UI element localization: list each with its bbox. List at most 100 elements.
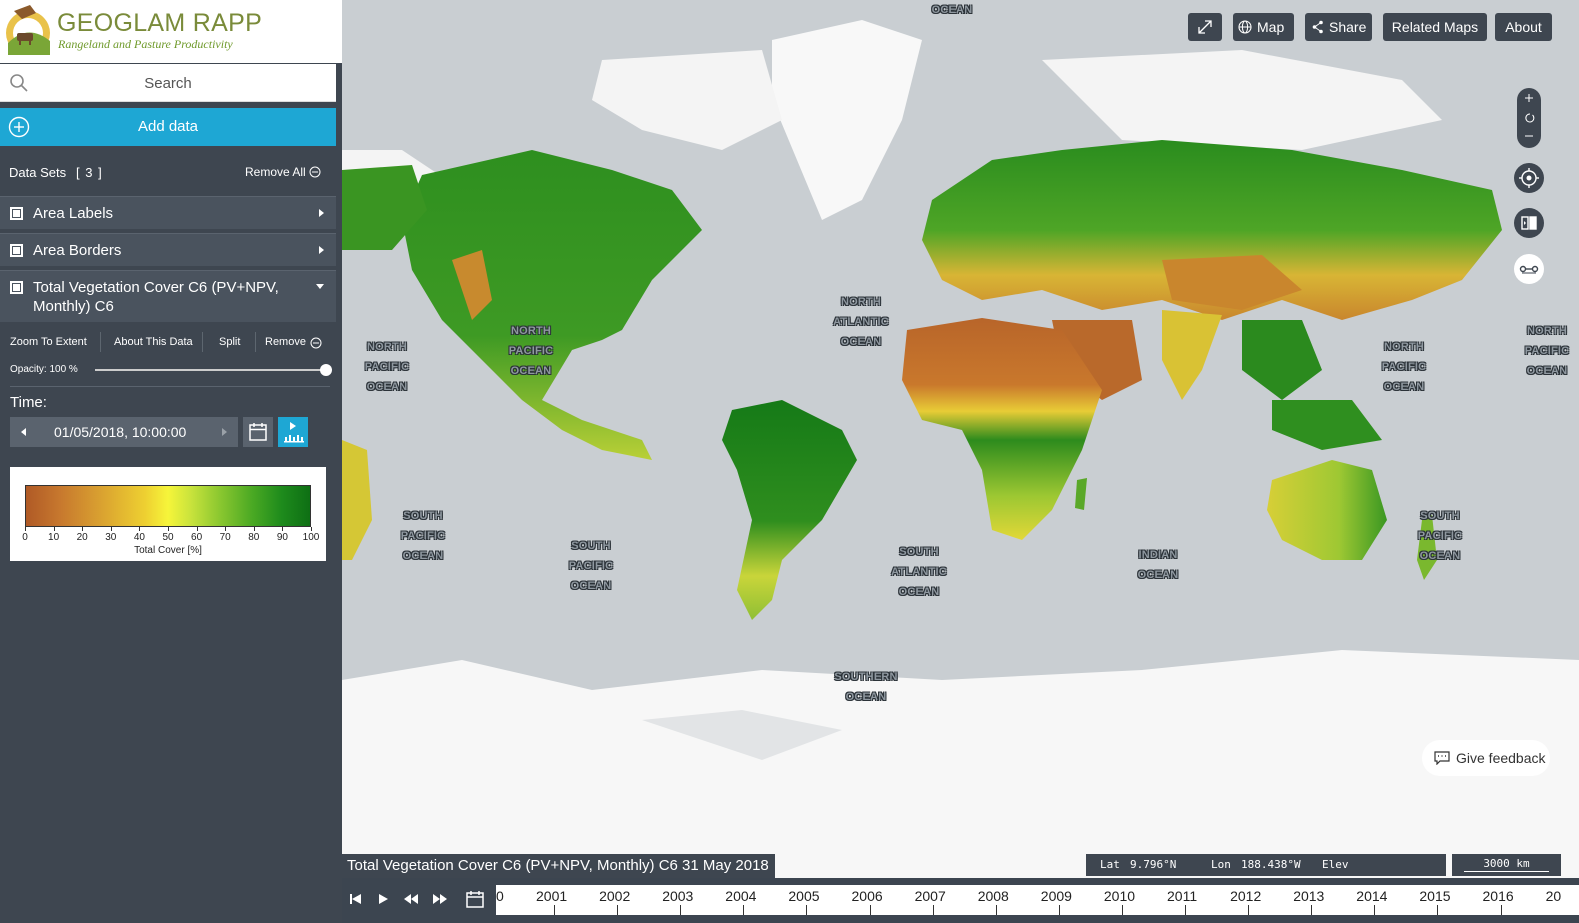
- zoom-reset-icon[interactable]: [1517, 108, 1541, 128]
- zoom-in-icon[interactable]: [1517, 88, 1541, 108]
- minus-circle-icon[interactable]: [309, 166, 321, 178]
- dataset-checkbox[interactable]: [10, 244, 23, 257]
- measure-tool-button[interactable]: [1514, 254, 1544, 284]
- map-view[interactable]: OCEAN NORTH PACIFIC OCEAN NORTH PACIFIC …: [342, 0, 1579, 878]
- split-button[interactable]: Split: [219, 336, 241, 348]
- legend-tick: [168, 527, 169, 531]
- madagascar: [1075, 478, 1087, 510]
- play-icon[interactable]: [372, 888, 394, 910]
- timeline-year-label: 2009: [1040, 888, 1072, 904]
- legend-tick-label: 50: [162, 532, 174, 543]
- zoom-control-icons: [1525, 94, 1535, 137]
- search-input[interactable]: [0, 64, 336, 102]
- about-button[interactable]: About: [1495, 13, 1552, 41]
- central-asia-dry: [1162, 255, 1302, 310]
- related-maps-button[interactable]: Related Maps: [1383, 13, 1487, 41]
- legend-tick: [196, 527, 198, 531]
- zoom-to-extent-button[interactable]: Zoom To Extent: [10, 336, 87, 348]
- fullscreen-button[interactable]: [1188, 13, 1222, 41]
- timeline-year-label: 20: [1545, 888, 1562, 904]
- share-button[interactable]: Share: [1305, 13, 1372, 41]
- map-settings-button[interactable]: Map: [1233, 13, 1294, 41]
- greenland: [772, 20, 922, 220]
- southeast-asia: [1242, 320, 1322, 400]
- remove-all-button[interactable]: Remove All: [245, 165, 306, 179]
- calendar-icon[interactable]: [464, 888, 486, 910]
- crosshair-icon: [1519, 168, 1539, 188]
- timeline-tick: [617, 905, 619, 915]
- calendar-button[interactable]: [243, 417, 273, 447]
- add-data-label: Add data: [137, 118, 199, 135]
- timeline-tick: [1311, 905, 1313, 915]
- legend-tick: [25, 527, 26, 531]
- dataset-row-area-borders[interactable]: Area Borders: [0, 233, 336, 266]
- new-zealand: [1417, 515, 1437, 580]
- time-previous-button[interactable]: [10, 417, 38, 447]
- lon-label: Lon: [1211, 858, 1231, 871]
- timeline-tick: [932, 905, 934, 915]
- caret-left-icon: [21, 428, 26, 436]
- legend-tick: [82, 527, 84, 531]
- ocean-label-north-pacific: NORTH PACIFIC OCEAN: [1381, 341, 1427, 393]
- timeline-tick: [1500, 905, 1502, 915]
- dataset-row-area-labels[interactable]: Area Labels: [0, 196, 336, 229]
- chevron-down-icon[interactable]: [316, 284, 324, 289]
- na-dry-region: [452, 250, 492, 320]
- time-next-button[interactable]: [210, 417, 238, 447]
- faster-icon[interactable]: [429, 888, 451, 910]
- timeline-year-label: 2013: [1293, 888, 1325, 904]
- ocean-label-south-pacific: SOUTH PACIFIC OCEAN: [1417, 510, 1463, 562]
- time-series-button[interactable]: [278, 417, 308, 447]
- zoom-out-icon[interactable]: [1517, 128, 1541, 148]
- legend-tick-label: 30: [105, 532, 117, 543]
- map-button-label: Map: [1257, 19, 1285, 35]
- legend-tick-label: 90: [276, 532, 288, 543]
- geoglam-logo-icon: [6, 5, 50, 55]
- give-feedback-button[interactable]: Give feedback: [1422, 740, 1550, 776]
- remove-button[interactable]: Remove: [265, 336, 306, 348]
- datasets-header: Data Sets [ 3 ] Remove All: [0, 153, 342, 191]
- calendar-icon: [249, 423, 267, 441]
- time-value[interactable]: 01/05/2018, 10:00:00: [38, 417, 210, 447]
- chevron-right-icon[interactable]: [319, 246, 324, 254]
- africa: [902, 318, 1102, 540]
- timeline-year-label: 2002: [599, 888, 631, 904]
- ocean-label-southern: SOUTHERN OCEAN: [834, 671, 898, 703]
- minus-circle-icon[interactable]: [310, 337, 322, 349]
- my-location-button[interactable]: [1514, 163, 1544, 193]
- split-compare-button[interactable]: [1514, 208, 1544, 238]
- legend-tick-label: 0: [22, 532, 28, 543]
- timeline-year-label: 2004: [725, 888, 757, 904]
- world-map[interactable]: [342, 0, 1579, 878]
- share-icon: [1312, 20, 1323, 34]
- skip-back-icon[interactable]: [344, 888, 366, 910]
- sidebar: GEOGLAM RAPP Rangeland and Pasture Produ…: [0, 0, 342, 923]
- distance-scale: 3000 km: [1452, 854, 1561, 876]
- opacity-slider-handle[interactable]: [320, 364, 332, 376]
- chevron-right-icon[interactable]: [319, 209, 324, 217]
- feedback-icon: [1434, 751, 1450, 765]
- slower-icon[interactable]: [400, 888, 422, 910]
- dataset-name: Area Borders: [33, 242, 122, 259]
- dataset-checkbox[interactable]: [10, 207, 23, 220]
- brand-title: GEOGLAM RAPP: [57, 9, 263, 37]
- add-data-button[interactable]: Add data: [0, 108, 336, 146]
- dataset-row-total-vegetation[interactable]: Total Vegetation Cover C6 (PV+NPV, Month…: [0, 270, 336, 322]
- ocean-label-south-pacific: SOUTH PACIFIC OCEAN: [400, 510, 446, 562]
- timeline-layer-title: Total Vegetation Cover C6 (PV+NPV, Month…: [342, 854, 775, 878]
- timeline-axis[interactable]: 0 2001 2002 2003 2004 2005 2006 2007 2008 2009 201…: [496, 885, 1579, 915]
- timeline-tick: [806, 905, 808, 915]
- opacity-slider[interactable]: [95, 369, 327, 371]
- lat-label: Lat: [1100, 858, 1120, 871]
- timeline-tick: [743, 905, 745, 915]
- legend-color-bar: [25, 485, 311, 527]
- timeline-year-label: 2008: [977, 888, 1009, 904]
- ruler-icon: [1519, 265, 1539, 274]
- dataset-checkbox[interactable]: [10, 281, 23, 294]
- timeline-year-label: 2010: [1103, 888, 1136, 904]
- about-this-data-button[interactable]: About This Data: [114, 336, 193, 348]
- legend-tick: [110, 527, 112, 531]
- timeline-year-label: 2006: [851, 888, 883, 904]
- lat-value: 9.796°N: [1130, 858, 1177, 871]
- branding[interactable]: GEOGLAM RAPP Rangeland and Pasture Produ…: [0, 0, 342, 63]
